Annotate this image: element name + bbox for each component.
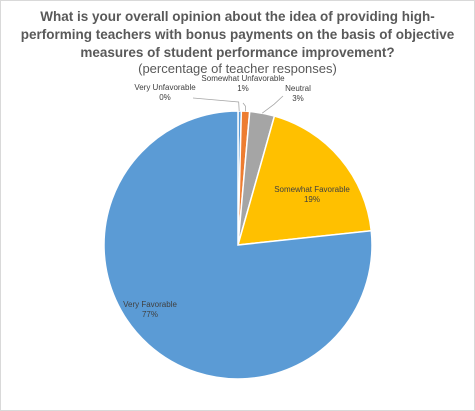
- chart-title: What is your overall opinion about the i…: [20, 9, 455, 60]
- slice-label-very-unfavorable: Very Unfavorable: [134, 83, 196, 92]
- slice-label-somewhat-unfavorable: Somewhat Unfavorable: [201, 74, 285, 83]
- pie-slice-somewhat-favorable: [236, 115, 373, 246]
- slice-value-somewhat-unfavorable: 1%: [237, 84, 249, 93]
- slice-value-very-favorable: 77%: [142, 310, 158, 319]
- slice-value-very-unfavorable: 0%: [159, 93, 171, 102]
- pie-slice-very-favorable: [103, 110, 373, 380]
- leader-line-very-unfavorable: [192, 97, 240, 112]
- slice-label-somewhat-favorable: Somewhat Favorable: [274, 185, 350, 194]
- slice-value-somewhat-favorable: 19%: [304, 195, 320, 204]
- leader-lines: [192, 95, 284, 114]
- chart-subtitle: (percentage of teacher responses): [138, 61, 337, 76]
- slice-label-neutral: Neutral: [285, 84, 311, 93]
- pie-slices: [103, 110, 373, 380]
- slice-label-very-favorable: Very Favorable: [123, 300, 177, 309]
- slice-value-neutral: 3%: [292, 94, 304, 103]
- leader-line-somewhat-unfavorable: [242, 102, 246, 112]
- leader-line-neutral: [261, 95, 284, 114]
